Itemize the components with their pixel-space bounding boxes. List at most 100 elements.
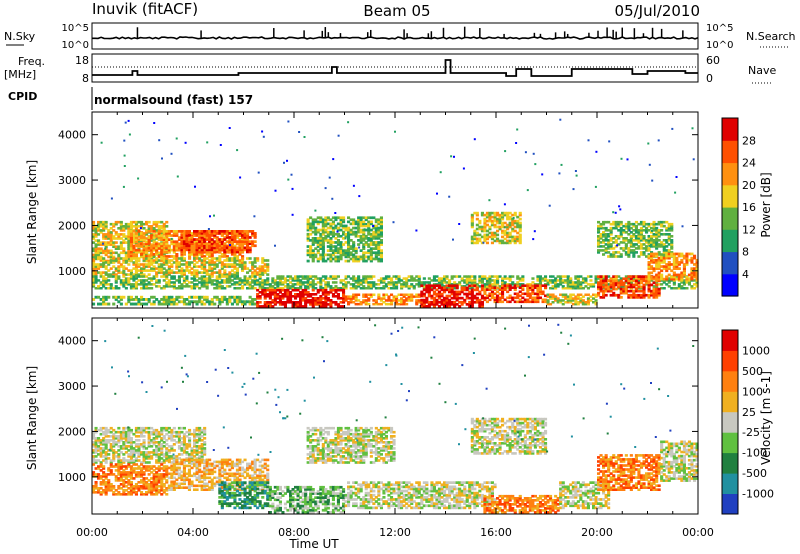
heatmap-cell	[162, 250, 166, 254]
heatmap-cell	[213, 230, 217, 233]
heatmap-cell	[271, 293, 275, 296]
heatmap-cell	[634, 226, 638, 230]
heatmap-cell	[687, 252, 691, 256]
heatmap-cell	[117, 227, 121, 230]
heatmap-cell	[622, 231, 626, 234]
heatmap-cell	[129, 257, 133, 260]
heatmap-cell	[475, 288, 479, 292]
heatmap-cell	[319, 239, 323, 242]
heatmap-cell	[556, 283, 560, 286]
heatmap-cell	[215, 240, 219, 243]
heatmap-cell	[657, 277, 661, 281]
heatmap-cell	[134, 225, 138, 228]
heatmap-cell	[162, 230, 166, 233]
heatmap-cell	[597, 231, 601, 234]
heatmap-cell	[324, 187, 327, 190]
heatmap-cell	[162, 285, 166, 288]
heatmap-cell	[142, 257, 146, 260]
heatmap-cell	[470, 225, 474, 229]
heatmap-cell	[180, 234, 184, 237]
heatmap-cell	[142, 242, 146, 246]
heatmap-cell	[352, 226, 356, 230]
heatmap-cell	[319, 216, 323, 220]
heatmap-cell	[289, 301, 293, 304]
heatmap-cell	[579, 281, 583, 284]
heatmap-cell	[198, 295, 202, 299]
heatmap-cell	[427, 305, 431, 308]
heatmap-cell	[369, 295, 373, 298]
heatmap-cell	[309, 255, 313, 259]
heatmap-cell	[450, 292, 454, 296]
heatmap-cell	[650, 222, 654, 226]
heatmap-cell	[369, 247, 373, 250]
heatmap-cell	[251, 234, 255, 237]
heatmap-cell	[498, 298, 502, 302]
heatmap-cell	[152, 295, 156, 299]
heatmap-cell	[652, 275, 656, 279]
heatmap-cell	[516, 221, 520, 225]
heatmap-cell	[595, 150, 598, 153]
heatmap-cell	[379, 255, 383, 259]
heatmap-cell	[362, 222, 366, 226]
heatmap-cell	[150, 302, 154, 306]
heatmap-cell	[521, 296, 525, 300]
heatmap-cell	[97, 241, 101, 244]
heatmap-cell	[233, 281, 237, 284]
heatmap-cell	[129, 234, 133, 237]
heatmap-cell	[523, 284, 527, 287]
heatmap-cell	[652, 267, 656, 270]
heatmap-cell	[263, 265, 267, 268]
heatmap-cell	[652, 285, 656, 288]
heatmap-cell	[132, 248, 136, 252]
heatmap-cell	[425, 296, 429, 300]
heatmap-cell	[336, 275, 340, 278]
heatmap-cell	[314, 303, 318, 306]
heatmap-cell	[594, 301, 598, 304]
heatmap-cell	[511, 217, 515, 221]
heatmap-cell	[367, 237, 371, 240]
heatmap-cell	[473, 288, 477, 292]
heatmap-cell	[493, 275, 497, 278]
heatmap-cell	[112, 295, 116, 299]
heatmap-cell	[147, 277, 151, 280]
heatmap-cell	[443, 300, 447, 304]
heatmap-cell	[172, 230, 176, 233]
heatmap-cell	[233, 246, 237, 250]
heatmap-cell	[268, 285, 272, 288]
heatmap-cell	[311, 239, 315, 242]
heatmap-cell	[316, 222, 320, 226]
heatmap-cell	[162, 249, 166, 253]
heatmap-cell	[670, 243, 674, 246]
heatmap-cell	[622, 247, 626, 250]
heatmap-cell	[119, 237, 123, 240]
heatmap-cell	[357, 281, 361, 284]
heatmap-cell	[443, 279, 447, 282]
heatmap-cell	[129, 273, 133, 276]
heatmap-cell	[660, 277, 664, 281]
heatmap-cell	[109, 275, 113, 278]
heatmap-cell	[571, 281, 575, 284]
heatmap-cell	[233, 271, 237, 274]
heatmap-cell	[546, 301, 550, 304]
heatmap-cell	[251, 298, 255, 301]
heatmap-cell	[177, 238, 181, 241]
heatmap-cell	[177, 277, 181, 280]
heatmap-cell	[599, 285, 603, 289]
heatmap-cell	[200, 230, 204, 233]
heatmap-cell	[119, 263, 123, 266]
heatmap-cell	[617, 222, 621, 226]
heatmap-cell	[140, 279, 144, 282]
heatmap-cell	[92, 225, 96, 228]
heatmap-cell	[210, 240, 214, 243]
heatmap-cell	[185, 236, 189, 239]
heatmap-cell	[511, 213, 515, 217]
heatmap-cell	[566, 285, 570, 288]
heatmap-cell	[104, 430, 108, 434]
heatmap-cell	[316, 281, 320, 284]
heatmap-cell	[165, 269, 169, 272]
heatmap-cell	[316, 297, 320, 300]
heatmap-cell	[137, 283, 141, 286]
heatmap-cell	[503, 229, 507, 233]
heatmap-cell	[677, 267, 681, 270]
heatmap-cell	[167, 273, 171, 276]
